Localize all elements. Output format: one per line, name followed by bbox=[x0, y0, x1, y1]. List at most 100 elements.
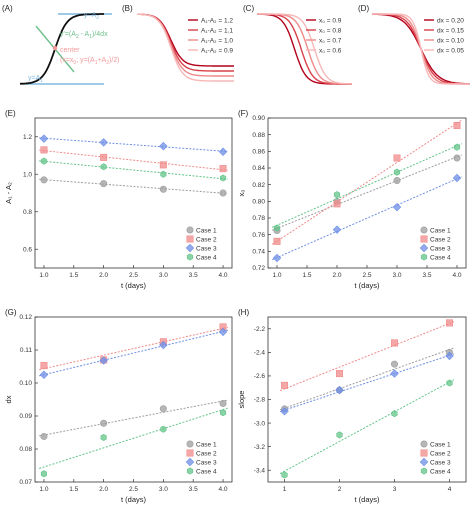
point-h-case4-2 bbox=[336, 431, 343, 439]
fit-line-e-case1 bbox=[39, 178, 228, 195]
y-tick-label-e: 1.0 bbox=[23, 171, 32, 178]
legend-marker-g-case4 bbox=[186, 467, 194, 475]
y-tick-label-g: 0.09 bbox=[19, 413, 32, 420]
panel-d-curves bbox=[372, 13, 470, 85]
point-h-case1-3 bbox=[390, 360, 398, 368]
x-tick-label-h: 1 bbox=[283, 486, 287, 493]
y-tick-label-e: 1.2 bbox=[23, 134, 32, 141]
y-tick-label-h: -3.4 bbox=[254, 467, 266, 474]
legend-marker-f-case3 bbox=[419, 243, 429, 253]
legend-label-h-case4: Case 4 bbox=[430, 468, 451, 475]
legend-label-f-case1: Case 1 bbox=[430, 227, 451, 234]
legend-marker-g-case1 bbox=[186, 440, 194, 448]
x-tick-label-f: 2.5 bbox=[362, 272, 371, 279]
x-tick-label-g: 3.5 bbox=[189, 486, 198, 493]
point-f-case4-2 bbox=[333, 191, 341, 199]
panel-a-center-annotation: center bbox=[60, 47, 80, 54]
point-g-case3-3 bbox=[159, 340, 168, 350]
point-h-case4-1 bbox=[281, 471, 288, 479]
point-f-case4-1 bbox=[273, 224, 281, 232]
point-h-case4-3 bbox=[391, 410, 398, 418]
y-axis-label-e: A₁ - A₂ bbox=[4, 182, 13, 204]
y-tick-label-f: 0.78 bbox=[252, 215, 265, 222]
legend-label-b-4: A₁-A₂ = 0.9 bbox=[201, 48, 233, 55]
fit-line-h-case2 bbox=[279, 321, 455, 392]
point-f-case2-4 bbox=[453, 122, 461, 130]
legend-marker-h-case2 bbox=[420, 449, 428, 457]
y-tick-label-g: 0.12 bbox=[19, 314, 32, 321]
curve-c-4 bbox=[257, 13, 352, 85]
panel-a-slope-annotation: y'=(A2 - A1)/4dx bbox=[60, 31, 108, 40]
y-tick-label-h: -2.4 bbox=[254, 350, 266, 357]
y-tick-label-g: 0.07 bbox=[19, 479, 32, 486]
chart-h: (H) 1 2 3 4 -3.4 -3.2 -3.0 -2.8 -2.6 -2.4 -2.2 t (da… bbox=[237, 308, 467, 504]
legend-label-e-case2: Case 2 bbox=[196, 236, 217, 243]
point-f-case3-3 bbox=[392, 202, 402, 212]
legend-label-b-2: A₁-A₂ = 1.1 bbox=[201, 28, 233, 35]
x-tick-label-g: 4.0 bbox=[219, 486, 228, 493]
y-tick-label-g: 0.10 bbox=[19, 380, 32, 387]
point-g-case3-4 bbox=[218, 327, 228, 337]
point-f-case2-3 bbox=[393, 154, 401, 162]
fit-line-e-case4 bbox=[39, 160, 228, 180]
point-h-case3-2 bbox=[335, 385, 344, 395]
panel-d: (D) dx = 0.20 dx = 0.15 dx = 0.10 dx = 0.05 bbox=[358, 4, 470, 85]
panel-c-legend: x₀ = 0.9 x₀ = 0.8 x₀ = 0.7 x₀ = 0.6 bbox=[306, 18, 342, 55]
x-tick-label-e: 2.0 bbox=[99, 272, 108, 279]
y-tick-label-g: 0.08 bbox=[19, 446, 32, 453]
point-g-case4-2 bbox=[100, 433, 107, 441]
point-g-case1-2 bbox=[100, 419, 108, 427]
y-tick-label-f: 0.82 bbox=[252, 182, 265, 189]
panel-a-top-annotation: y=A2 bbox=[84, 12, 99, 21]
legend-marker-g-case3 bbox=[185, 457, 195, 467]
point-e-case3-1 bbox=[39, 134, 49, 143]
legend-marker-e-case1 bbox=[186, 226, 194, 234]
point-e-case4-3 bbox=[160, 170, 167, 178]
point-h-case2-2 bbox=[335, 370, 343, 378]
panel-d-label: (D) bbox=[358, 4, 369, 13]
point-e-case3-2 bbox=[99, 138, 108, 147]
legend-label-d-2: dx = 0.15 bbox=[437, 28, 464, 35]
point-f-case3-1 bbox=[272, 253, 282, 263]
chart-e: (E) 1.0 1.5 2.0 2.5 3.0 3.5 4.0 0.6 0.8 1.0 1.2 t (d… bbox=[4, 109, 233, 290]
legend-label-g-case1: Case 1 bbox=[196, 441, 217, 448]
legend-label-d-3: dx = 0.10 bbox=[437, 38, 464, 45]
y-tick-label-h: -2.8 bbox=[254, 397, 266, 404]
panel-c-label: (C) bbox=[243, 4, 254, 13]
chart-g: (G) 1.0 1.5 2.0 2.5 3.0 3.5 4.0 0.07 0.08 0.09 0.10… bbox=[4, 308, 233, 504]
point-g-case1-1 bbox=[40, 432, 48, 440]
x-tick-label-e: 4.0 bbox=[219, 272, 228, 279]
panel-label-f: (F) bbox=[238, 109, 249, 118]
y-tick-label-g: 0.11 bbox=[20, 347, 33, 354]
x-tick-label-f: 1.0 bbox=[272, 272, 281, 279]
point-e-case1-4 bbox=[219, 189, 227, 197]
point-h-case3-3 bbox=[390, 369, 399, 378]
y-tick-label-h: -3.2 bbox=[254, 444, 266, 451]
legend-label-c-1: x₀ = 0.9 bbox=[319, 18, 342, 25]
y-tick-label-f: 0.84 bbox=[252, 165, 265, 172]
point-f-case4-4 bbox=[453, 143, 461, 151]
x-tick-label-g: 1.0 bbox=[39, 486, 48, 493]
point-h-case2-4 bbox=[445, 319, 453, 327]
legend-label-d-1: dx = 0.20 bbox=[437, 18, 464, 25]
fit-line-h-case1 bbox=[279, 347, 455, 411]
legend-label-h-case3: Case 3 bbox=[430, 459, 451, 466]
fit-line-f-case2 bbox=[271, 119, 463, 245]
legend-marker-f-case1 bbox=[420, 226, 428, 234]
x-tick-label-e: 3.5 bbox=[189, 272, 198, 279]
panel-a: (A) y=A2 y'=(A2 - A1)/4dx center (x=x0; … bbox=[2, 4, 120, 85]
point-e-case4-2 bbox=[100, 163, 107, 171]
fit-line-g-case3 bbox=[39, 329, 228, 377]
point-e-case3-4 bbox=[218, 147, 228, 156]
point-f-case2-1 bbox=[273, 237, 281, 245]
point-h-case2-1 bbox=[280, 381, 288, 389]
x-tick-label-f: 2.0 bbox=[332, 272, 341, 279]
point-f-case1-4 bbox=[453, 154, 461, 162]
point-e-case1-2 bbox=[100, 180, 108, 188]
point-f-case2-2 bbox=[333, 200, 341, 208]
point-h-case3-1 bbox=[280, 407, 289, 416]
x-axis-label-f: t (days) bbox=[354, 281, 380, 290]
point-g-case4-1 bbox=[40, 470, 48, 478]
point-f-case1-3 bbox=[393, 177, 401, 185]
